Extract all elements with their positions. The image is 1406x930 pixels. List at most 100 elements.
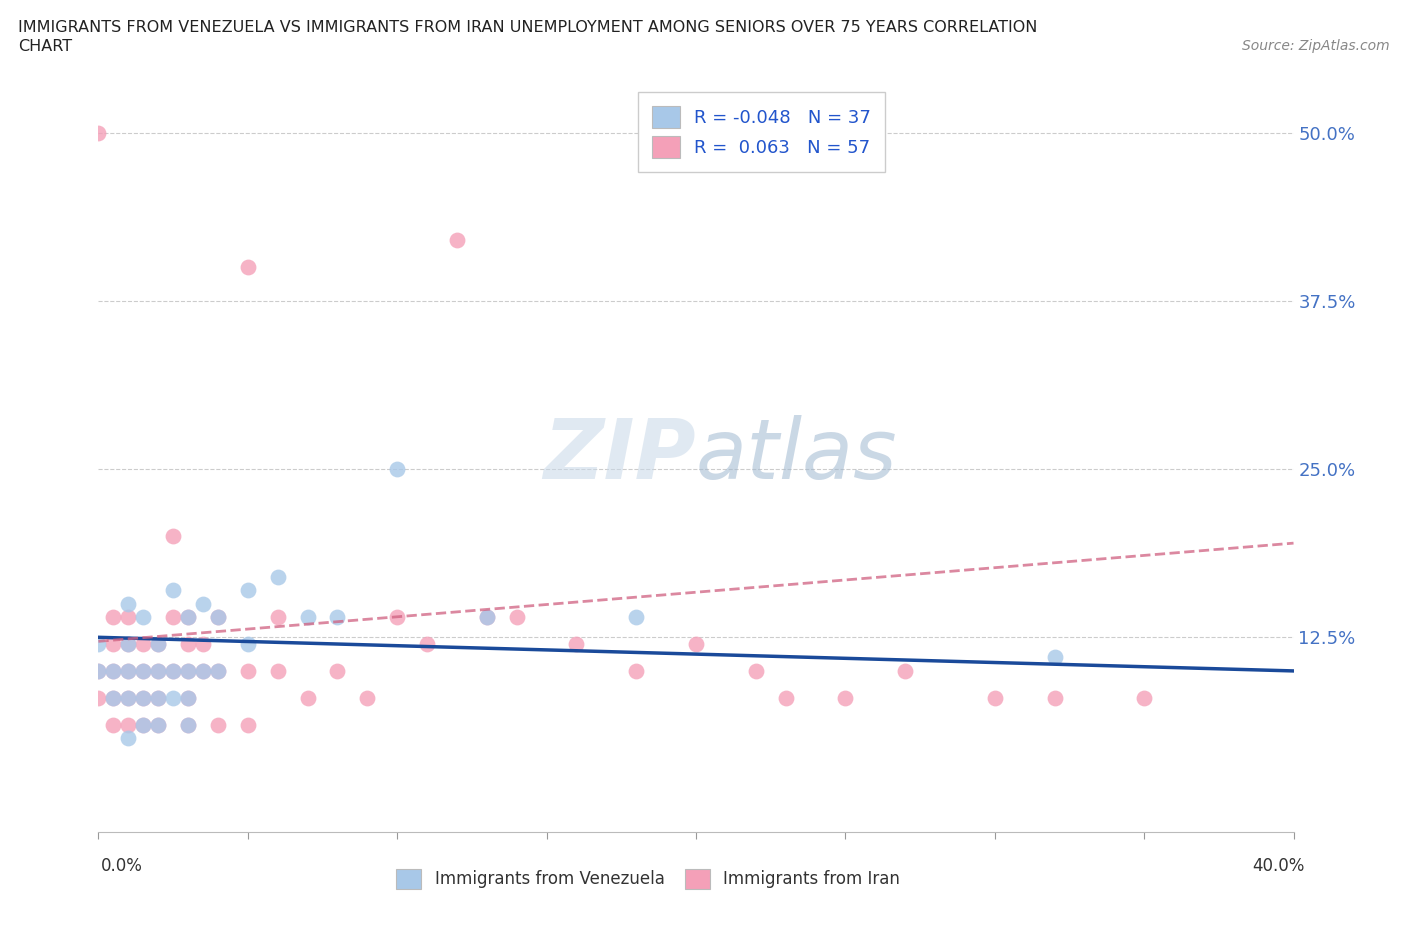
Point [162,610,184,625]
Point [191,596,214,611]
Point [177,637,200,652]
Point [297,610,319,625]
Point [132,637,155,652]
Point [1043,650,1066,665]
Point [297,690,319,705]
Point [117,717,139,732]
Point [87,126,110,140]
Point [103,690,125,705]
Point [177,690,200,705]
Point [148,717,170,732]
Point [162,690,184,705]
Point [236,259,259,275]
Text: atlas: atlas [696,415,897,497]
Point [191,663,214,678]
Point [236,663,259,678]
Point [117,731,139,746]
Point [191,637,214,652]
Text: 0.0%: 0.0% [101,857,143,875]
Point [267,569,290,584]
Point [103,637,125,652]
Point [117,663,139,678]
Point [177,690,200,705]
Point [326,610,349,625]
Point [191,663,214,678]
Point [416,637,439,652]
Point [148,637,170,652]
Point [267,663,290,678]
Point [117,637,139,652]
Point [894,663,917,678]
Text: ZIP: ZIP [543,415,696,497]
Point [207,663,229,678]
Point [267,610,290,625]
Point [132,610,155,625]
Point [117,663,139,678]
Point [626,663,648,678]
Point [177,663,200,678]
Point [162,529,184,544]
Point [117,637,139,652]
Point [148,690,170,705]
Point [117,690,139,705]
Text: Source: ZipAtlas.com: Source: ZipAtlas.com [1241,39,1389,53]
Point [685,637,707,652]
Point [506,610,529,625]
Point [117,690,139,705]
Point [132,717,155,732]
Point [1133,690,1156,705]
Point [385,461,409,476]
Text: CHART: CHART [18,39,72,54]
Point [162,663,184,678]
Point [117,596,139,611]
Point [132,690,155,705]
Point [87,637,110,652]
Point [356,690,378,705]
Point [132,663,155,678]
Point [177,717,200,732]
Text: 40.0%: 40.0% [1253,857,1305,875]
Point [103,663,125,678]
Point [984,690,1007,705]
Point [207,663,229,678]
Point [207,610,229,625]
Point [87,663,110,678]
Point [148,663,170,678]
Point [177,717,200,732]
Point [326,663,349,678]
Point [775,690,797,705]
Point [148,690,170,705]
Point [565,637,588,652]
Point [475,610,498,625]
Point [626,610,648,625]
Point [87,690,110,705]
Point [103,717,125,732]
Point [87,663,110,678]
Point [236,717,259,732]
Point [207,717,229,732]
Legend: Immigrants from Venezuela, Immigrants from Iran: Immigrants from Venezuela, Immigrants fr… [389,862,907,896]
Point [385,610,409,625]
Point [834,690,856,705]
Point [236,583,259,598]
Point [162,663,184,678]
Point [207,610,229,625]
Point [148,717,170,732]
Point [1043,690,1066,705]
Point [132,663,155,678]
Point [148,637,170,652]
Point [117,610,139,625]
Point [148,663,170,678]
Point [103,610,125,625]
Point [103,663,125,678]
Point [177,610,200,625]
Point [162,583,184,598]
Point [745,663,768,678]
Point [475,610,498,625]
Text: IMMIGRANTS FROM VENEZUELA VS IMMIGRANTS FROM IRAN UNEMPLOYMENT AMONG SENIORS OVE: IMMIGRANTS FROM VENEZUELA VS IMMIGRANTS … [18,20,1038,35]
Point [177,610,200,625]
Point [103,690,125,705]
Point [177,663,200,678]
Point [446,233,468,248]
Point [132,717,155,732]
